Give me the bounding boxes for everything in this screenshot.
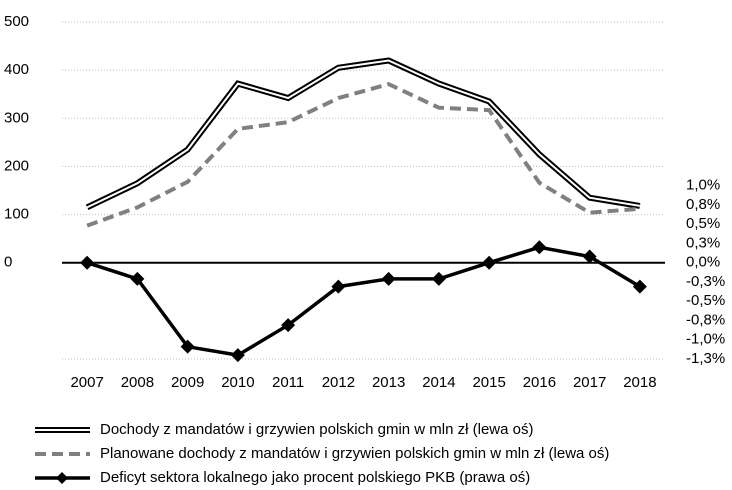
marker: [331, 279, 346, 294]
x-tick-label: 2015: [472, 374, 505, 391]
marker: [130, 271, 145, 286]
y-tick-label: 0: [4, 254, 12, 271]
legend-label: Dochody z mandatów i grzywien polskich g…: [100, 421, 534, 438]
x-tick-label: 2008: [121, 374, 154, 391]
x-tick-label: 2016: [523, 374, 556, 391]
legend-label: Planowane dochody z mandatów i grzywien …: [100, 445, 609, 462]
y2-tick-label: 1,0%: [686, 177, 720, 194]
y-tick-label: 300: [4, 109, 29, 126]
marker: [582, 249, 597, 264]
y2-tick-label: -1,3%: [686, 350, 725, 367]
y2-tick-label: 0,8%: [686, 196, 720, 213]
marker: [431, 271, 446, 286]
y2-tick-label: 0,3%: [686, 234, 720, 251]
line: [86, 81, 641, 228]
y2-tick-label: 0,0%: [686, 254, 720, 271]
line-outer: [85, 57, 641, 211]
y-tick-label: 100: [4, 206, 29, 223]
legend-marker: [56, 472, 68, 484]
x-tick-label: 2011: [272, 374, 304, 391]
y2-tick-label: -0,3%: [686, 273, 725, 290]
x-tick-label: 2012: [322, 374, 355, 391]
y2-tick-label: 0,5%: [686, 215, 720, 232]
x-tick-label: 2010: [221, 374, 254, 391]
marker: [230, 348, 245, 363]
legend-label: Deficyt sektora lokalnego jako procent p…: [100, 469, 530, 486]
marker: [532, 240, 547, 255]
y2-tick-label: -1,0%: [686, 331, 725, 348]
marker: [281, 318, 296, 333]
x-tick-label: 2018: [623, 374, 656, 391]
x-tick-label: 2014: [422, 374, 455, 391]
x-tick-label: 2007: [70, 374, 103, 391]
marker: [381, 271, 396, 286]
y2-tick-label: -0,8%: [686, 311, 725, 328]
x-tick-label: 2013: [372, 374, 405, 391]
x-tick-label: 2009: [171, 374, 204, 391]
line-inner: [86, 59, 641, 209]
marker: [80, 255, 95, 270]
marker: [180, 339, 195, 354]
marker: [632, 279, 647, 294]
line: [86, 245, 641, 357]
y-tick-label: 200: [4, 157, 29, 174]
y-tick-label: 500: [4, 13, 29, 30]
marker: [482, 255, 497, 270]
y2-tick-label: -0,5%: [686, 292, 725, 309]
y-tick-label: 400: [4, 61, 29, 78]
x-tick-label: 2017: [573, 374, 606, 391]
